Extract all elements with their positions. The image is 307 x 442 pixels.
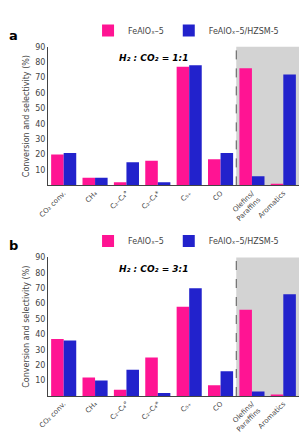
svg-text:30: 30 [35, 135, 45, 144]
svg-text:CO: CO [211, 189, 224, 202]
svg-text:Conversion and selectivity (%): Conversion and selectivity (%) [22, 266, 31, 388]
svg-text:80: 80 [35, 269, 45, 278]
svg-text:70: 70 [35, 73, 45, 82]
svg-text:Olefins/Paraffins: Olefins/Paraffins [229, 189, 263, 223]
svg-text:CH₄: CH₄ [84, 400, 99, 415]
svg-text:H₂ : CO₂ = 3:1: H₂ : CO₂ = 3:1 [119, 264, 188, 274]
svg-text:50: 50 [35, 315, 45, 324]
svg-text:CO: CO [211, 400, 224, 413]
svg-text:C₂–C₄°: C₂–C₄° [109, 190, 130, 211]
svg-text:Aromatics: Aromatics [257, 189, 288, 220]
svg-text:10: 10 [35, 376, 45, 385]
svg-text:CO₂ conv.: CO₂ conv. [38, 400, 68, 430]
svg-text:FeAlOₓ–5: FeAlOₓ–5 [128, 237, 164, 246]
svg-text:CO₂ conv.: CO₂ conv. [38, 190, 68, 220]
svg-text:FeAlOₓ–5/HZSM-5: FeAlOₓ–5/HZSM-5 [209, 27, 279, 36]
svg-text:40: 40 [35, 120, 45, 129]
svg-text:CH₄: CH₄ [84, 189, 99, 204]
svg-text:b: b [9, 238, 18, 253]
svg-text:Aromatics: Aromatics [257, 400, 288, 431]
svg-text:80: 80 [35, 58, 45, 67]
svg-text:Conversion and selectivity (%): Conversion and selectivity (%) [22, 55, 31, 177]
svg-text:30: 30 [35, 346, 45, 355]
svg-text:C₂–C₄*: C₂–C₄* [140, 400, 162, 422]
svg-text:a: a [9, 28, 18, 43]
svg-text:C₂–C₄°: C₂–C₄° [109, 400, 130, 421]
svg-text:70: 70 [35, 284, 45, 293]
svg-text:H₂ : CO₂ = 1:1: H₂ : CO₂ = 1:1 [119, 53, 188, 63]
svg-text:40: 40 [35, 330, 45, 339]
svg-text:C₅₊: C₅₊ [179, 400, 193, 414]
svg-text:Olefins/Paraffins: Olefins/Paraffins [229, 400, 263, 434]
svg-text:FeAlOₓ–5: FeAlOₓ–5 [128, 27, 164, 36]
svg-text:90: 90 [35, 43, 45, 52]
svg-text:60: 60 [35, 89, 45, 98]
svg-text:60: 60 [35, 299, 45, 308]
svg-text:50: 50 [35, 104, 45, 113]
svg-text:C₂–C₄*: C₂–C₄* [140, 189, 162, 211]
svg-text:20: 20 [35, 150, 45, 159]
svg-text:C₅₊: C₅₊ [179, 189, 193, 203]
svg-text:20: 20 [35, 361, 45, 370]
svg-text:10: 10 [35, 166, 45, 175]
svg-text:FeAlOₓ–5/HZSM-5: FeAlOₓ–5/HZSM-5 [209, 237, 279, 246]
svg-text:90: 90 [35, 253, 45, 262]
